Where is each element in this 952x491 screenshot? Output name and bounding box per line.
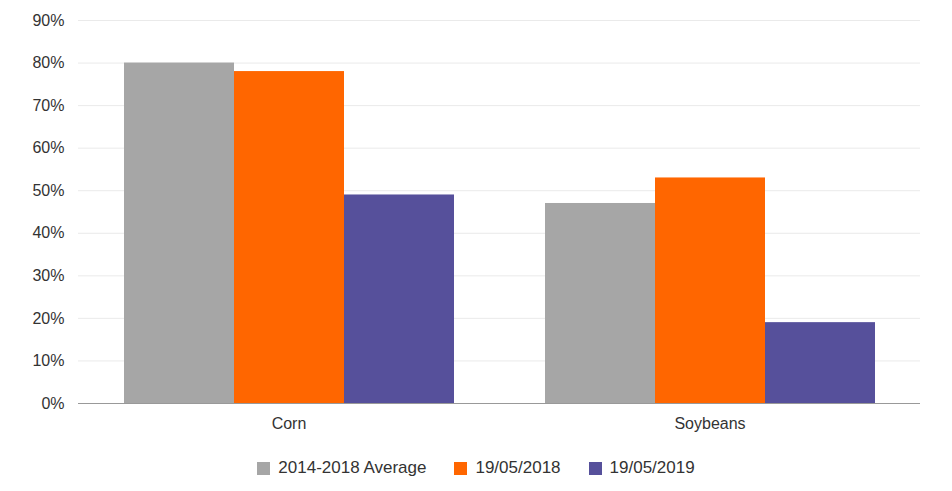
svg-text:30%: 30%: [32, 267, 64, 284]
svg-text:10%: 10%: [32, 352, 64, 369]
svg-text:40%: 40%: [32, 224, 64, 241]
svg-text:80%: 80%: [32, 54, 64, 71]
svg-text:60%: 60%: [32, 139, 64, 156]
svg-text:70%: 70%: [32, 97, 64, 114]
html-text:19/05/2019: 19/05/2019: [609, 458, 695, 477]
svg-text:Corn: Corn: [272, 415, 307, 432]
svg-text:90%: 90%: [32, 12, 64, 29]
svg-text:Soybeans: Soybeans: [674, 415, 745, 432]
svg-text:0%: 0%: [41, 395, 64, 412]
svg-text:20%: 20%: [32, 310, 64, 327]
html-text:2014-2018 Average: 2014-2018 Average: [278, 458, 427, 477]
html-text:19/05/2018: 19/05/2018: [475, 458, 561, 477]
svg-text:50%: 50%: [32, 182, 64, 199]
